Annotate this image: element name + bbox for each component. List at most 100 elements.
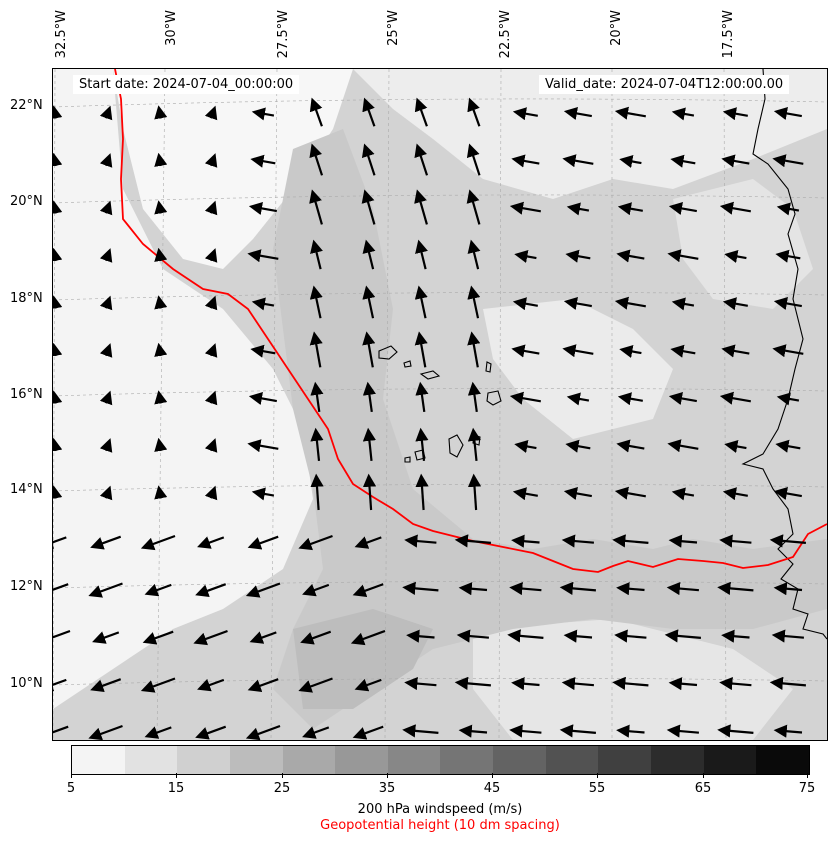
wind-arrow — [617, 392, 643, 406]
wind-arrow — [719, 201, 751, 215]
wind-arrow — [467, 97, 481, 127]
wind-arrow — [563, 106, 592, 120]
colorbar-tickmark — [176, 773, 177, 778]
wind-arrow — [302, 583, 330, 597]
lat-label-14n: 14°N — [10, 482, 43, 497]
wind-arrow — [53, 437, 63, 452]
wind-arrow — [99, 153, 113, 168]
wind-arrow — [197, 536, 225, 549]
wind-arrow — [248, 201, 277, 215]
colorbar-segment — [387, 746, 441, 774]
wind-arrow — [53, 678, 67, 692]
colorbar-tickmark — [492, 773, 493, 778]
wind-arrow — [415, 381, 429, 413]
wind-arrow — [406, 629, 435, 643]
wind-arrow — [415, 239, 428, 270]
wind-arrow — [454, 676, 491, 690]
wind-arrow — [619, 344, 642, 358]
windspeed-shading — [53, 69, 827, 740]
lon-label-32-5w: 32.5°W — [54, 10, 69, 59]
colorbar-segment — [177, 746, 230, 774]
wind-arrow — [310, 239, 323, 270]
wind-arrow — [250, 154, 276, 168]
wind-arrow — [310, 427, 324, 462]
colorbar-segment — [229, 746, 283, 774]
wind-arrow — [362, 381, 376, 413]
wind-arrow — [204, 343, 218, 358]
wind-arrow — [671, 107, 695, 121]
wind-arrow — [773, 296, 802, 310]
colorbar-segment — [545, 746, 599, 774]
colorbar — [71, 745, 810, 775]
coastlines — [378, 69, 827, 640]
wind-arrow — [302, 726, 330, 739]
wind-arrow — [204, 153, 218, 168]
wind-arrow — [88, 724, 123, 740]
wind-arrow — [204, 248, 218, 263]
colorbar-segment — [756, 746, 809, 774]
wind-arrow — [309, 331, 323, 368]
wind-arrow — [511, 677, 540, 691]
wind-arrow — [721, 344, 750, 358]
wind-arrow — [250, 344, 276, 358]
lat-label-12n: 12°N — [10, 579, 43, 594]
colorbar-tick-label: 35 — [378, 781, 396, 796]
colorbar-segment — [703, 746, 757, 774]
wind-arrow — [664, 629, 701, 643]
wind-arrow — [721, 154, 750, 168]
wind-arrow — [559, 724, 596, 738]
wind-arrow — [467, 239, 481, 270]
wind-arrow — [614, 296, 646, 310]
wind-arrow — [352, 583, 384, 597]
wind-arrow — [467, 331, 481, 368]
wind-arrow — [204, 200, 218, 216]
wind-arrow — [414, 97, 428, 127]
wind-arrow — [616, 439, 645, 453]
wind-arrow — [53, 200, 63, 215]
wind-arrow — [53, 105, 63, 120]
wind-arrow — [562, 344, 594, 358]
colorbar-tickmark — [282, 773, 283, 778]
wind-arrow — [467, 473, 482, 511]
wind-arrow — [361, 143, 376, 176]
wind-arrow — [251, 297, 275, 311]
wind-arrow — [772, 154, 804, 168]
wind-arrow — [563, 296, 592, 310]
wind-arrow — [362, 97, 376, 127]
wind-arrow — [362, 239, 376, 270]
wind-arrow — [456, 629, 489, 643]
wind-arrow — [466, 189, 481, 225]
wind-arrow — [154, 485, 168, 500]
wind-arrow — [511, 154, 540, 168]
wind-arrow — [310, 473, 324, 511]
wind-arrow — [666, 724, 699, 738]
wind-arrow — [724, 439, 747, 453]
wind-arrow — [561, 534, 594, 548]
wind-arrow — [671, 487, 695, 501]
colorbar-segment — [124, 746, 178, 774]
lat-label-10n: 10°N — [10, 676, 43, 691]
wind-arrow — [565, 249, 591, 263]
wind-arrow — [245, 724, 281, 740]
colorbar-tickmark — [703, 773, 704, 778]
colorbar-segment — [598, 746, 652, 774]
wind-arrow — [563, 629, 593, 643]
colorbar-tickmark — [807, 773, 808, 778]
wind-arrow — [561, 676, 594, 691]
wind-arrow — [566, 202, 590, 216]
wind-arrow — [99, 390, 113, 406]
wind-arrow — [666, 581, 699, 596]
wind-arrow — [402, 724, 439, 738]
island-sal — [485, 361, 492, 373]
colorbar-segment — [282, 746, 336, 774]
wind-arrow — [249, 631, 277, 644]
colorbar-segment — [493, 746, 546, 774]
wind-arrow — [566, 392, 590, 406]
wind-arrow — [90, 678, 122, 692]
wind-arrow — [458, 582, 488, 596]
wind-arrow — [204, 438, 218, 453]
colorbar-tickmark — [387, 773, 388, 778]
wind-arrow — [509, 201, 541, 215]
wind-arrow — [414, 189, 428, 225]
wind-arrow — [617, 202, 643, 216]
